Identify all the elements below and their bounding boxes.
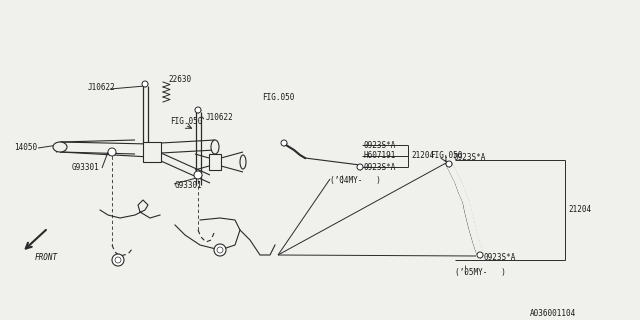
Text: 21204: 21204 xyxy=(568,205,591,214)
Circle shape xyxy=(217,247,223,253)
Text: FIG.050: FIG.050 xyxy=(430,150,462,159)
Circle shape xyxy=(112,254,124,266)
Bar xyxy=(143,142,161,162)
Text: FIG.050: FIG.050 xyxy=(262,92,294,101)
Circle shape xyxy=(108,148,116,156)
Circle shape xyxy=(281,140,287,146)
Text: H607191: H607191 xyxy=(364,151,396,161)
Text: 0923S*A: 0923S*A xyxy=(483,253,515,262)
Text: J10622: J10622 xyxy=(88,84,116,92)
Ellipse shape xyxy=(53,142,67,152)
Text: FIG.050: FIG.050 xyxy=(170,117,202,126)
Bar xyxy=(209,154,221,170)
Circle shape xyxy=(195,107,201,113)
Circle shape xyxy=(446,161,452,167)
Circle shape xyxy=(357,164,363,170)
Text: (’04MY-   ): (’04MY- ) xyxy=(330,175,381,185)
Circle shape xyxy=(115,257,121,263)
Text: 0923S*A: 0923S*A xyxy=(453,153,485,162)
Ellipse shape xyxy=(240,155,246,169)
Text: (’05MY-   ): (’05MY- ) xyxy=(455,268,506,276)
Text: FRONT: FRONT xyxy=(35,253,58,262)
Text: 0923S*A: 0923S*A xyxy=(364,140,396,149)
Circle shape xyxy=(194,171,202,179)
Text: 14050: 14050 xyxy=(14,143,37,153)
Text: 0923S*A: 0923S*A xyxy=(364,163,396,172)
Text: J10622: J10622 xyxy=(206,114,234,123)
Circle shape xyxy=(142,81,148,87)
Circle shape xyxy=(477,252,483,258)
Text: G93301: G93301 xyxy=(175,180,203,189)
Circle shape xyxy=(214,244,226,256)
Text: A036001104: A036001104 xyxy=(530,308,576,317)
Ellipse shape xyxy=(211,140,219,154)
Text: 22630: 22630 xyxy=(168,76,191,84)
Text: G93301: G93301 xyxy=(72,164,100,172)
Text: 21204: 21204 xyxy=(411,151,434,161)
